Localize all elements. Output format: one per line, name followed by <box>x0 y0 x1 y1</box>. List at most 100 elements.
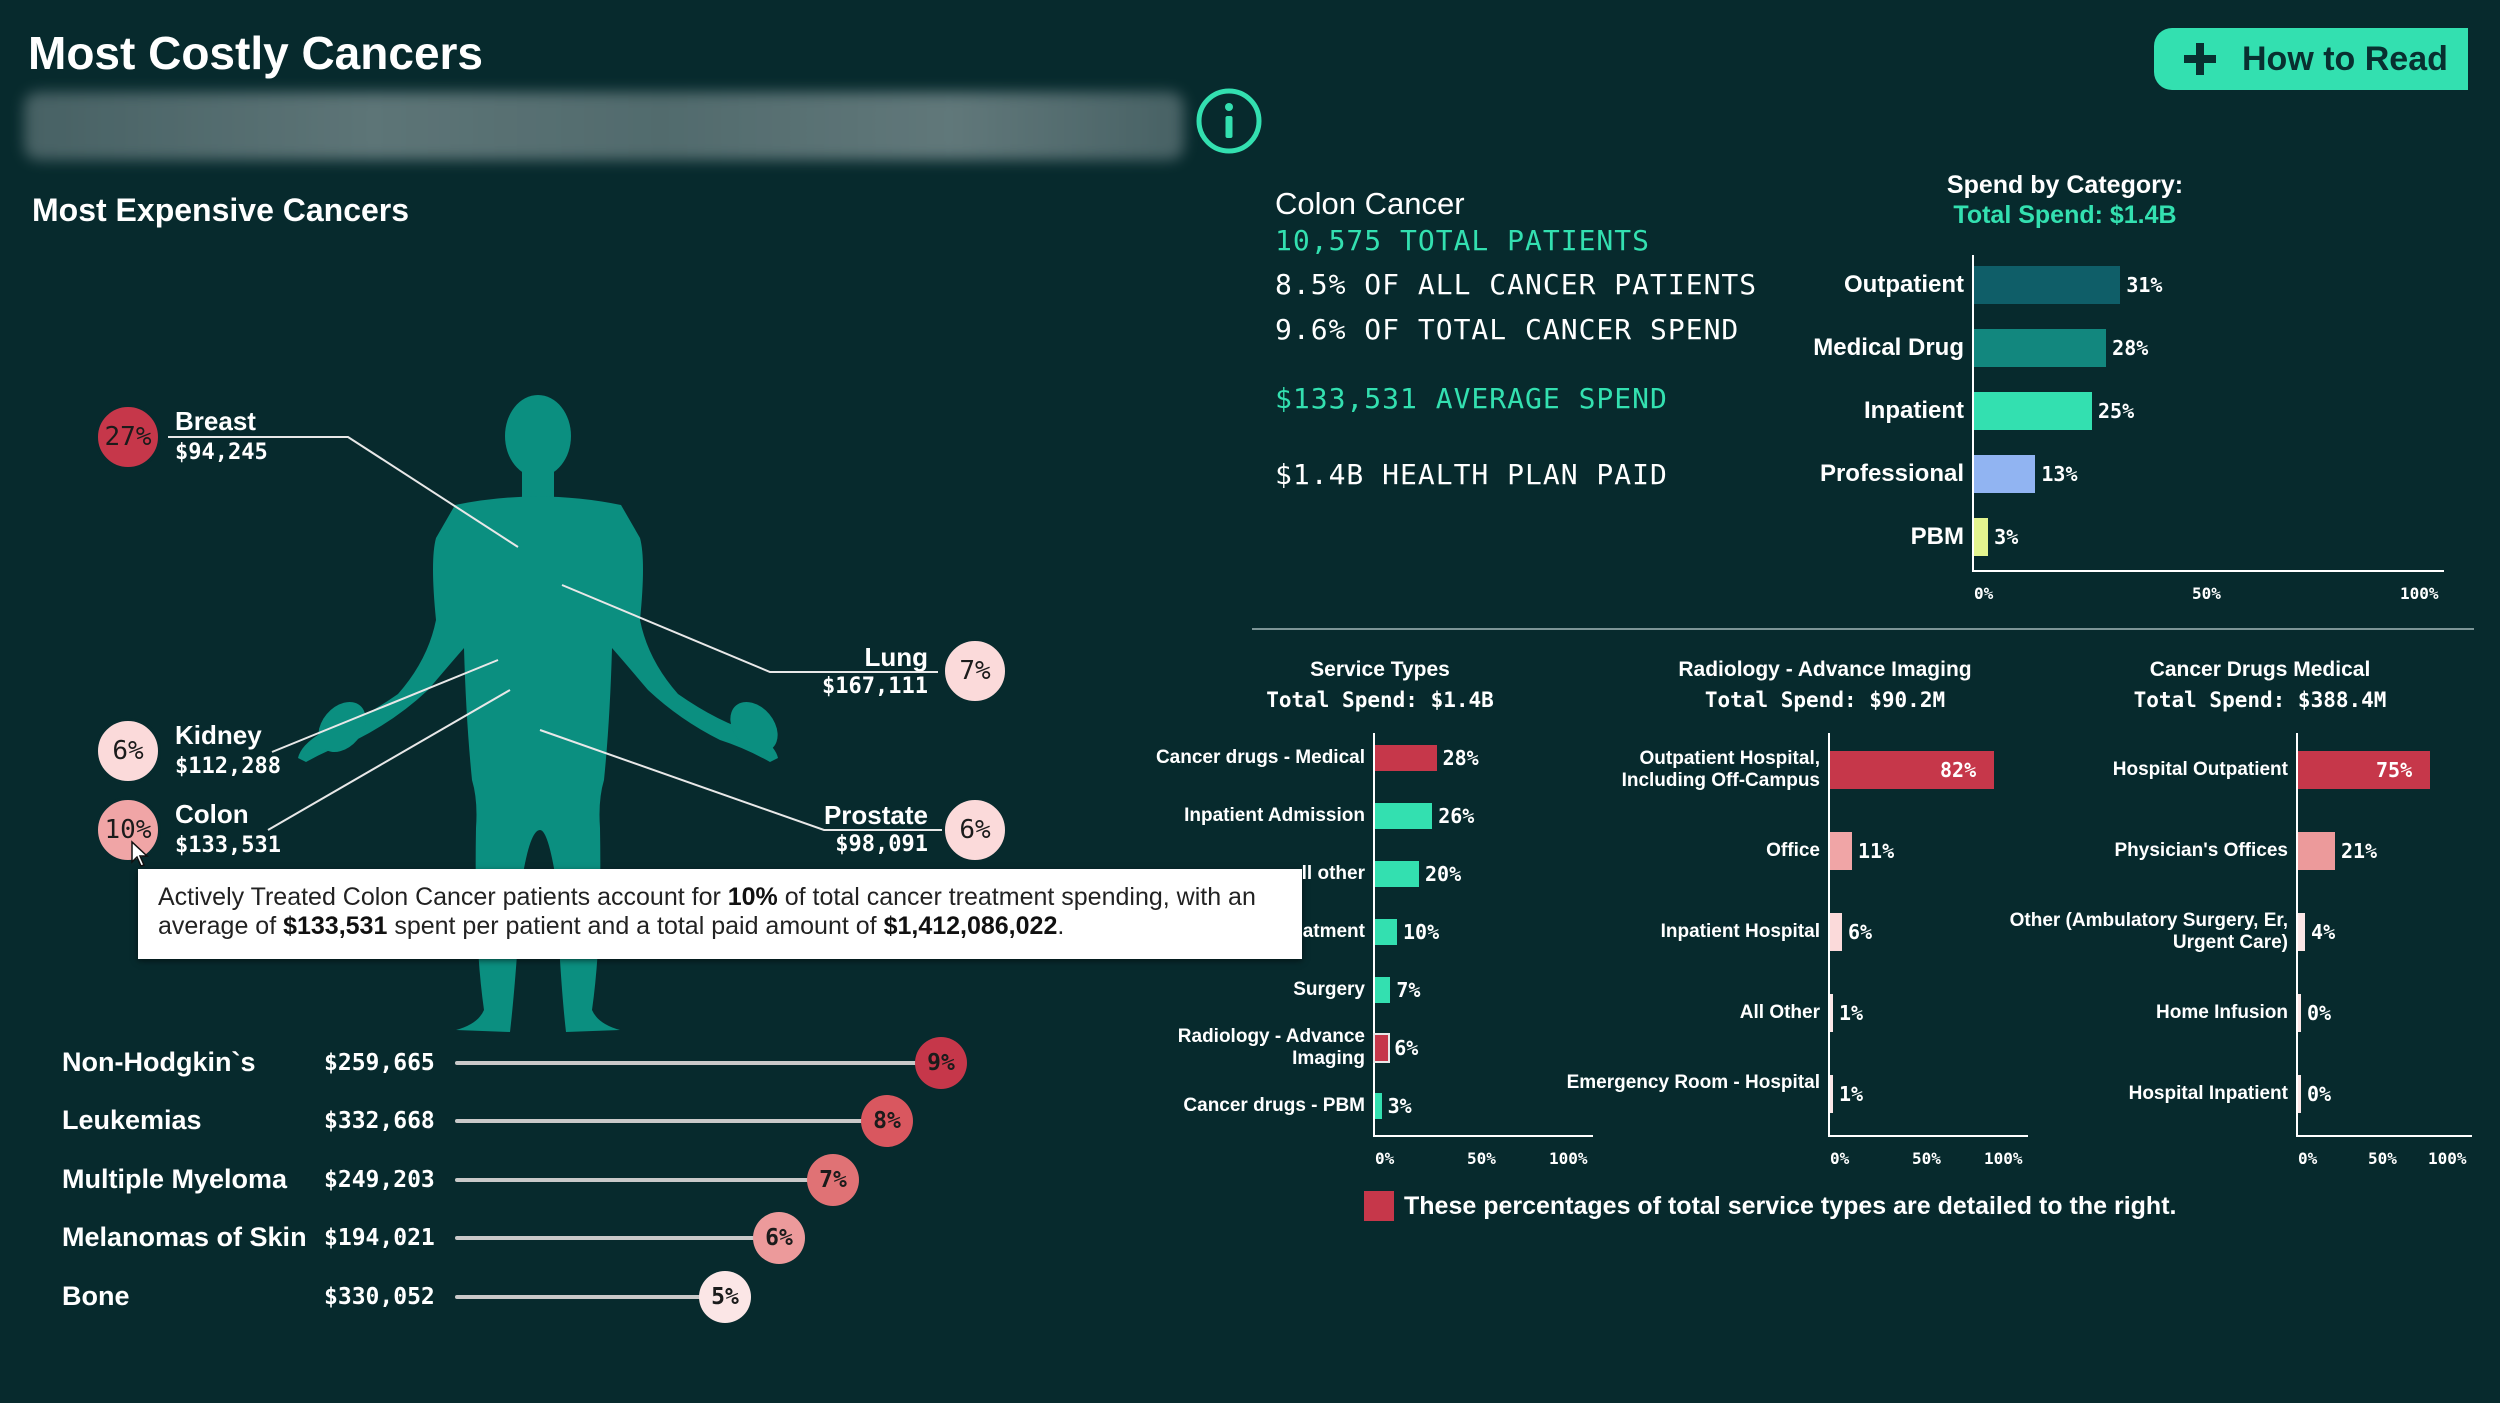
summary-patients: 10,575 TOTAL PATIENTS <box>1275 224 1651 257</box>
how-to-read-button[interactable]: How to Read <box>2154 28 2468 90</box>
chart-subtitle-text: Total Spend: $388.4M <box>2133 688 2387 712</box>
kidney-value: $112,288 <box>175 754 281 779</box>
kidney-label: Kidney <box>175 720 262 750</box>
axis-tick-label: 0% <box>1974 584 1994 603</box>
bar <box>1830 1075 1833 1113</box>
axis-tick-label: 0% <box>1830 1149 1850 1168</box>
bar-value-label: 21% <box>2340 839 2378 863</box>
bar <box>1830 751 1994 789</box>
colon-value: $133,531 <box>175 833 281 858</box>
lollipop-label: Non-Hodgkin`s <box>62 1047 256 1077</box>
bar <box>1375 1093 1382 1119</box>
prostate-value: $98,091 <box>835 832 928 857</box>
section-divider <box>1252 628 2474 630</box>
page-title: Most Costly Cancers <box>28 27 484 79</box>
bar <box>2298 994 2301 1032</box>
bar <box>1830 913 1842 951</box>
lollipop-label: Leukemias <box>62 1105 202 1135</box>
chart-title: Service Types Total Spend: $1.4B <box>1230 655 1530 715</box>
bar-value-label: 6% <box>1394 1036 1419 1060</box>
bar <box>2298 832 2335 870</box>
chart-axis-y <box>2296 733 2298 1135</box>
axis-tick-label: 0% <box>1375 1149 1395 1168</box>
summary-pct-patients: 8.5% OF ALL CANCER PATIENTS <box>1275 268 1758 301</box>
chart-subtitle-text: Total Spend: $90.2M <box>1704 688 1946 712</box>
legend-swatch <box>1364 1191 1394 1221</box>
tooltip-text: of total cancer treatment spending, with… <box>158 883 1256 940</box>
bar <box>2298 751 2430 789</box>
tooltip-pct: 10% <box>727 883 778 911</box>
chart-axis-x <box>1828 1135 2028 1137</box>
section-title: Most Expensive Cancers <box>32 192 410 228</box>
lollipop-value: $259,665 <box>324 1050 435 1076</box>
category-label: atment <box>1302 921 1365 942</box>
bar-value-label: 25% <box>2098 399 2135 423</box>
bar-value-label: 3% <box>1387 1094 1412 1118</box>
category-label: Medical Drug <box>1813 334 1964 361</box>
category-label: All Other <box>1739 1002 1820 1023</box>
lollipop-label: Melanomas of Skin <box>62 1222 307 1252</box>
category-label: Inpatient Hospital <box>1660 921 1820 942</box>
colon-label: Colon <box>175 799 249 829</box>
bar-value-label: 26% <box>1438 804 1475 828</box>
lollipop-dot[interactable]: 9% <box>915 1037 967 1089</box>
bar-value-label: 20% <box>1425 862 1462 886</box>
bar <box>1974 518 1989 556</box>
tooltip-total: $1,412,086,022 <box>883 912 1058 940</box>
lollipop-line <box>455 1119 887 1123</box>
lollipop-line <box>455 1178 833 1182</box>
bar-value-label: 11% <box>1858 839 1895 863</box>
blurred-subtitle <box>24 92 1184 160</box>
chart-title-text: Radiology - Advance Imaging <box>1678 658 1972 681</box>
prostate-pct-bubble[interactable]: 6% <box>942 797 1008 863</box>
chart-axis-x <box>1373 1135 1593 1137</box>
lollipop-dot[interactable]: 5% <box>699 1271 751 1323</box>
mouse-cursor-icon <box>131 840 149 867</box>
bar-value-label: 0% <box>2307 1082 2332 1106</box>
lollipop-value: $249,203 <box>324 1167 435 1193</box>
bar <box>1375 803 1433 829</box>
lollipop-label: Multiple Myeloma <box>62 1164 288 1194</box>
chart-subtitle-text: Total Spend: $1.4B <box>1953 201 2177 229</box>
breast-pct-bubble[interactable]: 27% <box>95 404 161 470</box>
category-label: Physician's Offices <box>2114 840 2289 861</box>
lollipop-dot[interactable]: 7% <box>807 1154 859 1206</box>
chart-axis-x <box>1972 570 2444 572</box>
chart-title-text: Service Types <box>1310 658 1450 681</box>
axis-tick-label: 100% <box>2428 1149 2467 1168</box>
lollipop-dot[interactable]: 6% <box>753 1212 805 1264</box>
tooltip-average: $133,531 <box>283 912 388 940</box>
breast-label: Breast <box>175 406 256 436</box>
bar <box>1375 919 1397 945</box>
chart-axis-x <box>2296 1135 2472 1137</box>
breast-value: $94,245 <box>175 440 268 465</box>
bar-value-label: 28% <box>2112 336 2149 360</box>
summary-plan-paid: $1.4B HEALTH PLAN PAID <box>1275 458 1668 491</box>
bar <box>2298 1075 2301 1113</box>
bar <box>1974 266 2121 304</box>
lung-pct-bubble[interactable]: 7% <box>942 638 1008 704</box>
lung-label: Lung <box>864 642 928 672</box>
bar-value-label: 13% <box>2041 462 2078 486</box>
tooltip-text: . <box>1057 912 1065 940</box>
chart-axis-y <box>1373 733 1375 1135</box>
axis-tick-label: 100% <box>1984 1149 2023 1168</box>
bar <box>1974 455 2036 493</box>
category-label: Outpatient <box>1844 271 1964 298</box>
kidney-pct-bubble[interactable]: 6% <box>95 718 161 784</box>
info-icon[interactable] <box>1196 88 1262 154</box>
bar-value-label: 82% <box>1940 758 1977 782</box>
axis-tick-label: 0% <box>2298 1149 2318 1168</box>
tooltip-text: Actively Treated Colon Cancer patients a… <box>158 883 728 911</box>
body-figure <box>168 395 944 1032</box>
chart-title: Radiology - Advance Imaging Total Spend: … <box>1660 655 1990 715</box>
chart-axis-y <box>1828 733 1830 1135</box>
bar-value-label: 4% <box>2311 920 2336 944</box>
bar <box>1372 1033 1391 1063</box>
category-label: Radiology - Advance Imaging <box>1177 1026 1365 1069</box>
lollipop-dot[interactable]: 8% <box>861 1095 913 1147</box>
category-label: Cancer drugs - Medical <box>1155 747 1365 768</box>
colon-pct-bubble[interactable]: 10% <box>95 797 161 863</box>
bar <box>1375 745 1437 771</box>
category-label: Hospital Outpatient <box>2112 759 2288 780</box>
